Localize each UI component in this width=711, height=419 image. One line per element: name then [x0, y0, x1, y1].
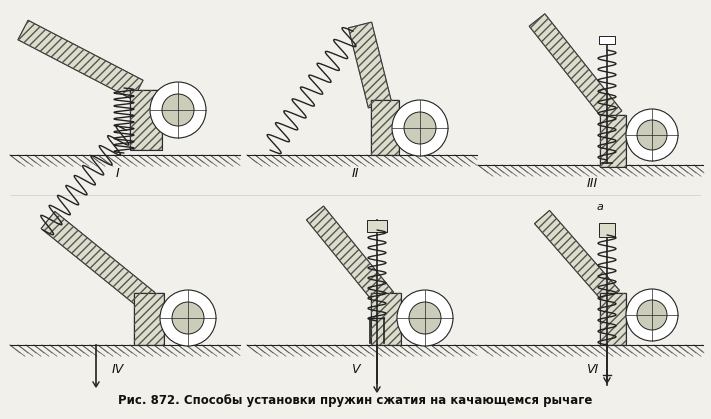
Bar — [130, 90, 162, 150]
Circle shape — [162, 94, 194, 126]
Circle shape — [637, 300, 667, 330]
Circle shape — [392, 100, 448, 156]
Circle shape — [397, 290, 453, 346]
Circle shape — [404, 112, 436, 144]
Bar — [367, 220, 387, 232]
Text: II: II — [351, 167, 359, 180]
Text: a: a — [597, 202, 604, 212]
Bar — [371, 100, 399, 155]
Polygon shape — [18, 20, 143, 100]
Circle shape — [160, 290, 216, 346]
Text: IV: IV — [112, 363, 124, 376]
Circle shape — [626, 289, 678, 341]
Text: III: III — [587, 177, 598, 190]
Polygon shape — [529, 14, 622, 123]
Text: I: I — [116, 167, 120, 180]
Bar — [371, 293, 401, 345]
Circle shape — [637, 120, 667, 150]
Bar — [130, 90, 162, 150]
Bar — [600, 293, 626, 345]
Text: VI: VI — [586, 363, 598, 376]
Circle shape — [172, 302, 204, 334]
Polygon shape — [535, 210, 619, 304]
Text: V: V — [351, 363, 359, 376]
Polygon shape — [306, 206, 393, 306]
Bar — [600, 115, 626, 167]
Polygon shape — [348, 22, 392, 108]
Bar — [600, 293, 626, 345]
Bar — [599, 36, 615, 44]
Bar — [371, 293, 401, 345]
Bar — [134, 293, 164, 345]
Bar — [599, 223, 615, 237]
Circle shape — [409, 302, 441, 334]
Bar — [600, 115, 626, 167]
Polygon shape — [41, 212, 155, 310]
Circle shape — [626, 109, 678, 161]
Bar — [371, 100, 399, 155]
Circle shape — [150, 82, 206, 138]
Text: Рис. 872. Способы установки пружин сжатия на качающемся рычаге: Рис. 872. Способы установки пружин сжати… — [118, 393, 592, 406]
Bar — [134, 293, 164, 345]
